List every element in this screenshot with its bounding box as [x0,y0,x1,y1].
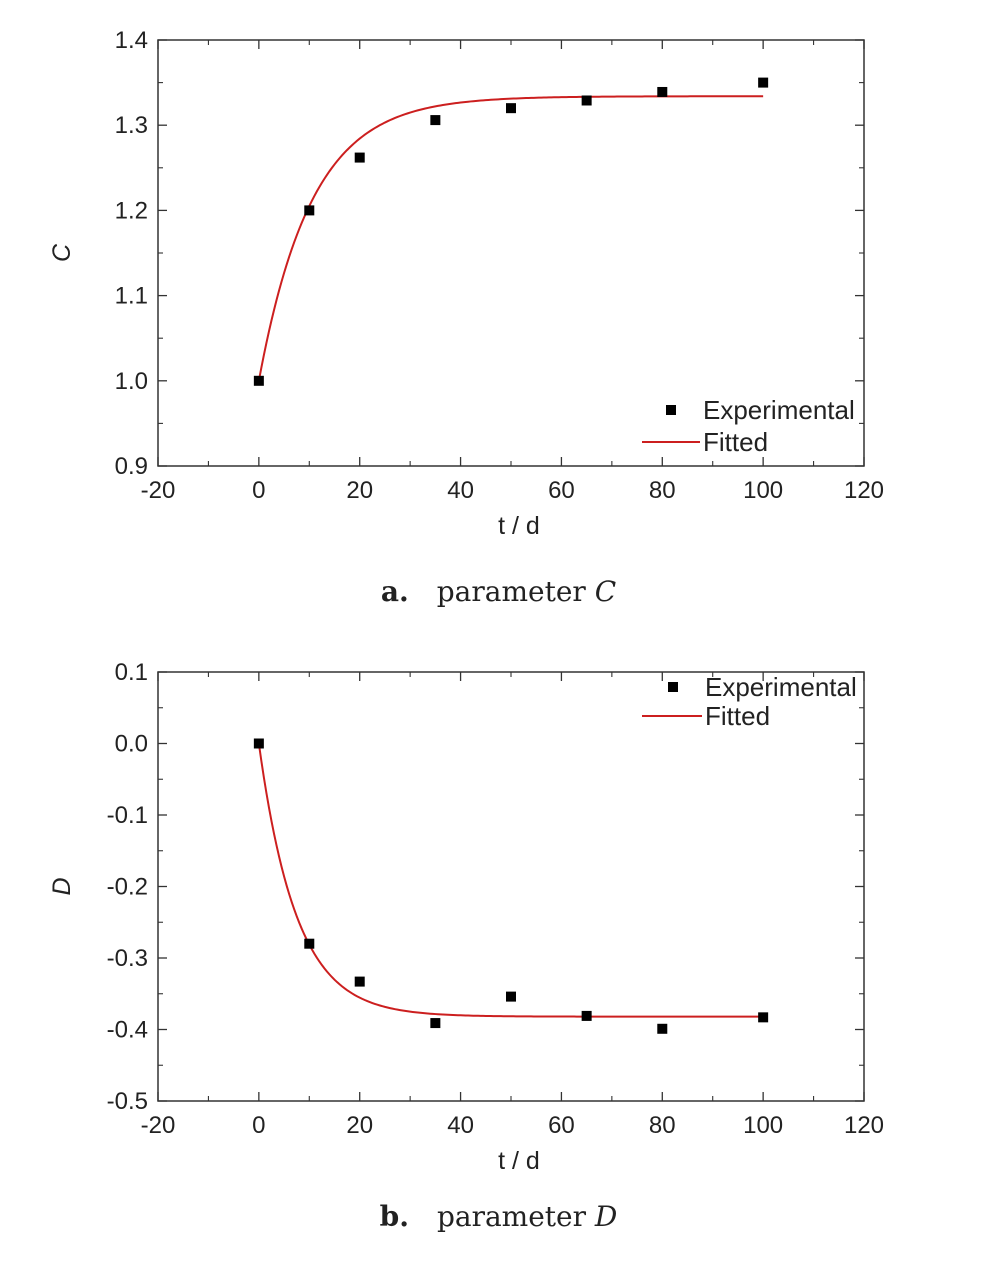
legend-label-experimental: Experimental [703,395,855,425]
fitted-curve [257,95,764,381]
x-axis-label: t / d [498,512,540,540]
data-point [304,938,315,949]
x-tick-label: 40 [447,477,474,504]
data-point [354,152,365,163]
data-point [430,1018,441,1029]
data-point [354,976,365,987]
legend-label-fitted: Fitted [703,427,768,457]
x-tick-label: 20 [346,1112,373,1139]
data-point [506,991,516,1002]
x-tick-label: 100 [743,477,783,504]
data-point [657,1023,668,1034]
y-tick-label: -0.1 [107,802,148,829]
data-point [253,738,264,749]
data-point [581,1010,592,1021]
chart-panel-c: -20 0 20 40 60 80 100 120 0.9 1.0 1.1 1.2 1.3 1.4 t / … [0,0,997,630]
y-tick-label: 0.0 [115,731,148,758]
legend-label-fitted: Fitted [705,701,770,731]
y-tick-label: 0.9 [115,453,148,480]
chart-c: -20 0 20 40 60 80 100 120 0.9 1.0 1.1 1.2 1.3 1.4 t / … [48,27,884,540]
legend-marker-experimental [666,405,676,415]
x-tick-label: 60 [548,1112,575,1139]
legend-marker-experimental [668,682,678,692]
y-tick-label: 1.0 [115,368,148,395]
x-tick-label: 100 [743,1112,783,1139]
y-tick-label: 1.3 [115,112,148,139]
data-point [253,375,264,386]
data-point [758,1012,769,1023]
y-axis-label: C [48,243,76,262]
data-point [657,86,668,97]
caption-c-letter: a. [380,575,409,608]
data-point [758,77,769,88]
y-tick-label: -0.4 [107,1017,148,1044]
x-tick-label: 80 [649,477,676,504]
caption-c: a. parameter C [0,575,997,608]
fitted-curve [257,743,764,1018]
x-tick-label: 20 [346,477,373,504]
x-tick-label: 80 [649,1112,676,1139]
y-tick-label: -0.3 [107,945,148,972]
x-tick-label: 0 [252,1112,265,1139]
x-tick-label: 60 [548,477,575,504]
y-tick-label: 1.4 [115,27,148,54]
y-tick-label: -0.5 [107,1088,148,1115]
caption-c-var: C [594,575,617,608]
x-tick-label: -20 [141,477,176,504]
data-point [304,205,315,216]
chart-panel-d: -20 0 20 40 60 80 100 120 -0.5 -0.4 -0.3 -0.2 -0.1 0.… [0,632,997,1262]
caption-d-text: parameter [436,1200,586,1233]
plot-frame [157,671,865,1102]
data-point [581,95,592,106]
y-tick-label: 1.1 [115,283,148,310]
chart-d: -20 0 20 40 60 80 100 120 -0.5 -0.4 -0.3 -0.2 -0.1 0.… [48,659,884,1175]
y-axis-label: D [48,877,76,895]
x-tick-label: 0 [252,477,265,504]
y-tick-label: 1.2 [115,197,148,224]
x-tick-label: -20 [141,1112,176,1139]
legend-label-experimental: Experimental [705,672,857,702]
caption-d-var: D [594,1200,618,1233]
y-tick-label: -0.2 [107,874,148,901]
data-point [430,115,441,126]
x-tick-label: 120 [844,477,884,504]
x-tick-label: 120 [844,1112,884,1139]
caption-d-letter: b. [379,1200,409,1233]
data-point [506,103,516,114]
x-axis-label: t / d [498,1147,540,1175]
x-tick-label: 40 [447,1112,474,1139]
caption-d: b. parameter D [0,1200,997,1233]
y-tick-label: 0.1 [115,659,148,686]
caption-c-text: parameter [436,575,586,608]
